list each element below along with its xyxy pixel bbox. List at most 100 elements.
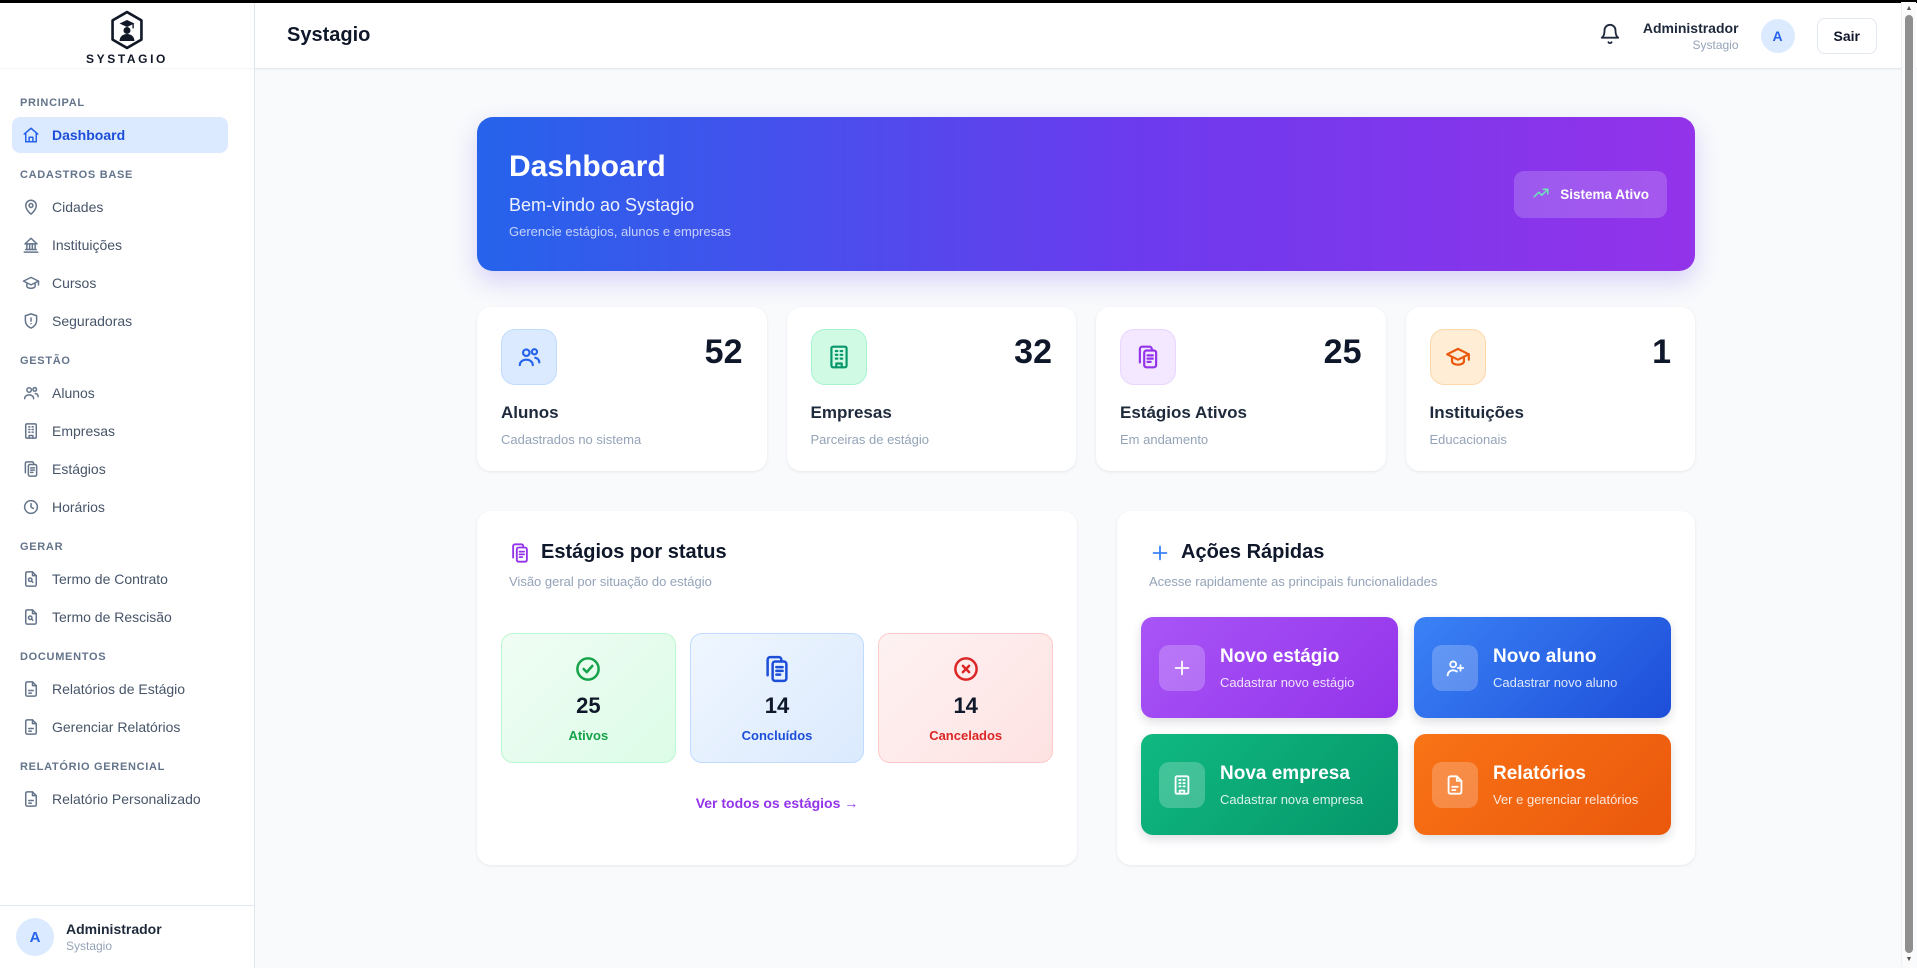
stat-icon-tile	[810, 329, 867, 385]
sidebar-section: CADASTROS BASE Cidades Instituições	[12, 169, 228, 339]
users-icon	[22, 384, 40, 402]
stat-card-empresas: 32 Empresas Parceiras de estágio	[786, 307, 1076, 471]
action-icon-tile	[1432, 761, 1478, 808]
action-icon-tile	[1159, 761, 1205, 808]
status-card-subtitle: Visão geral por situação do estágio	[509, 574, 712, 589]
page-title: Systagio	[287, 24, 371, 46]
status-label: Ativos	[568, 727, 609, 743]
logo-text: SYSTAGIO	[86, 52, 168, 66]
sidebar-section-items: Cidades Instituições Cursos Seguradoras	[12, 189, 228, 339]
status-box-cancelados: 14 Cancelados	[878, 633, 1054, 763]
banner-description: Gerencie estágios, alunos e empresas	[509, 223, 731, 239]
action-title: Relatórios	[1493, 762, 1586, 784]
bell-icon	[1599, 23, 1621, 48]
status-card-header: Estágios por status	[501, 541, 1053, 564]
action-relatorios[interactable]: Relatórios Ver e gerenciar relatórios	[1414, 734, 1671, 835]
action-title: Novo estágio	[1220, 645, 1340, 667]
action-novo-aluno[interactable]: Novo aluno Cadastrar novo aluno	[1414, 617, 1671, 718]
sidebar-item-seguradoras[interactable]: Seguradoras	[12, 303, 228, 339]
status-card: Estágios por status Visão geral por situ…	[477, 511, 1077, 865]
clock-icon	[22, 498, 40, 516]
stat-label: Empresas	[810, 403, 892, 422]
sidebar-section: GESTÃO Alunos Empresas Estágios	[12, 355, 228, 525]
file-text-icon	[22, 790, 40, 808]
view-all-internships-link[interactable]: Ver todos os estágios →	[695, 795, 859, 811]
clipboard-icon	[22, 460, 40, 478]
sidebar-user-footer: A Administrador Systagio	[0, 905, 254, 968]
header-avatar[interactable]: A	[1760, 18, 1795, 53]
sidebar-item-termo-rescisao[interactable]: Termo de Rescisão	[12, 599, 228, 635]
stat-label: Alunos	[501, 403, 559, 422]
stat-icon-tile	[501, 329, 557, 385]
sidebar-item-label: Relatório Personalizado	[52, 791, 201, 807]
banner-text: Dashboard Bem-vindo ao Systagio Gerencie…	[509, 150, 731, 239]
sidebar-scrollbar[interactable]: ▲ ▼	[1901, 2, 1916, 966]
sidebar-item-label: Gerenciar Relatórios	[52, 719, 181, 735]
action-nova-empresa[interactable]: Nova empresa Cadastrar nova empresa	[1141, 734, 1398, 835]
sidebar-item-label: Termo de Contrato	[52, 571, 168, 587]
bottom-cards-row: Estágios por status Visão geral por situ…	[477, 511, 1695, 865]
sidebar-item-dashboard[interactable]: Dashboard	[12, 117, 228, 153]
sidebar-item-gerenciar-relatorios[interactable]: Gerenciar Relatórios	[12, 709, 228, 745]
sidebar-item-label: Alunos	[52, 385, 95, 401]
sidebar-item-label: Estágios	[52, 461, 106, 477]
notifications-button[interactable]	[1599, 23, 1621, 48]
sidebar-item-termo-contrato[interactable]: Termo de Contrato	[12, 561, 228, 597]
stat-cards-row: 52 Alunos Cadastrados no sistema 32	[477, 307, 1695, 471]
header-actions: Administrador Systagio A Sair	[1599, 17, 1877, 54]
quick-actions-header: Ações Rápidas	[1141, 541, 1671, 564]
sidebar-section-label: GESTÃO	[20, 355, 71, 367]
action-title: Novo aluno	[1493, 645, 1597, 667]
stat-sublabel: Educacionais	[1429, 432, 1507, 447]
building-icon	[22, 422, 40, 440]
sidebar-user-name: Administrador	[66, 921, 162, 937]
action-title: Nova empresa	[1220, 762, 1350, 784]
action-subtitle: Cadastrar nova empresa	[1220, 791, 1364, 807]
logout-button[interactable]: Sair	[1816, 17, 1877, 54]
sidebar-item-estagios[interactable]: Estágios	[12, 451, 228, 487]
scrollbar-arrow-down-icon[interactable]: ▼	[1905, 956, 1913, 963]
scrollbar-thumb[interactable]	[1905, 15, 1913, 953]
avatar: A	[16, 918, 54, 956]
window-top-border	[0, 0, 1917, 3]
plus-icon	[1171, 657, 1193, 679]
building-icon	[826, 344, 852, 370]
sidebar-item-relatorio-personalizado[interactable]: Relatório Personalizado	[12, 781, 228, 817]
stat-label: Estágios Ativos	[1120, 403, 1247, 422]
action-novo-estagio[interactable]: Novo estágio Cadastrar novo estágio	[1141, 617, 1398, 718]
graduation-cap-icon	[1445, 344, 1471, 370]
sidebar-section-label: DOCUMENTOS	[20, 651, 107, 663]
sidebar-item-cidades[interactable]: Cidades	[12, 189, 228, 225]
users-icon	[516, 344, 542, 370]
sidebar-item-relatorios-estagio[interactable]: Relatórios de Estágio	[12, 671, 228, 707]
sidebar-item-label: Dashboard	[52, 127, 126, 143]
building-icon	[1171, 774, 1193, 796]
quick-actions-grid: Novo estágio Cadastrar novo estágio Novo…	[1141, 617, 1671, 835]
sidebar-section: DOCUMENTOS Relatórios de Estágio Gerenci…	[12, 651, 228, 745]
stat-value: 25	[1323, 333, 1362, 371]
sidebar-item-horarios[interactable]: Horários	[12, 489, 228, 525]
sidebar-item-instituicoes[interactable]: Instituições	[12, 227, 228, 263]
action-icon-tile	[1159, 644, 1205, 691]
sidebar-item-cursos[interactable]: Cursos	[12, 265, 228, 301]
sidebar-item-empresas[interactable]: Empresas	[12, 413, 228, 449]
action-icon-tile	[1432, 644, 1478, 691]
systagio-logo-icon	[111, 10, 143, 50]
quick-actions-subtitle: Acesse rapidamente as principais funcion…	[1149, 574, 1438, 589]
sidebar-item-alunos[interactable]: Alunos	[12, 375, 228, 411]
clipboard-icon	[509, 542, 531, 564]
action-subtitle: Cadastrar novo aluno	[1493, 674, 1618, 690]
plus-icon	[1149, 542, 1171, 564]
status-boxes: 25 Ativos 14 Concluídos 14 Cancelados	[501, 633, 1054, 763]
sidebar-item-label: Seguradoras	[52, 313, 133, 329]
sidebar-item-label: Empresas	[52, 423, 116, 439]
x-circle-icon	[951, 654, 981, 684]
header-user-org: Systagio	[1692, 37, 1739, 52]
file-text-icon	[1444, 774, 1466, 796]
status-box-ativos: 25 Ativos	[501, 633, 676, 763]
sidebar-section-label: RELATÓRIO GERENCIAL	[20, 761, 166, 773]
banner-subtitle: Bem-vindo ao Systagio	[509, 194, 695, 215]
scrollbar-arrow-up-icon[interactable]: ▲	[1905, 5, 1913, 12]
status-label: Concluídos	[741, 727, 813, 743]
